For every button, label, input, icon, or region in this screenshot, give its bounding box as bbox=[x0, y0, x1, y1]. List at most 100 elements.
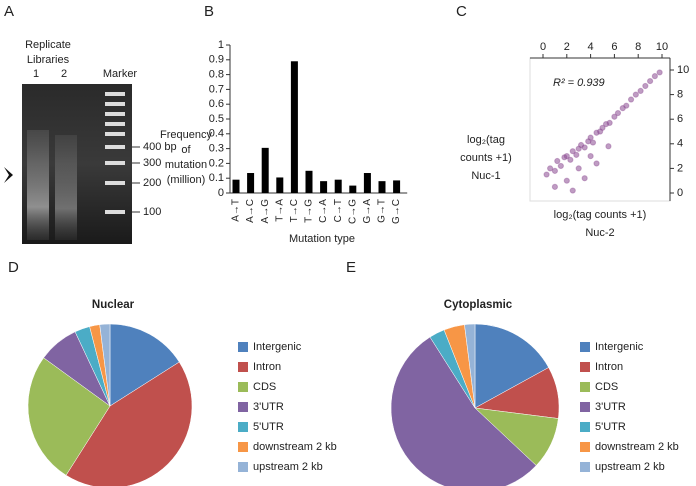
x-tick-label: A→T bbox=[231, 199, 242, 222]
legend-label: 5'UTR bbox=[595, 421, 626, 433]
point bbox=[567, 156, 574, 163]
point bbox=[569, 148, 576, 155]
legend-label: 3'UTR bbox=[253, 401, 284, 413]
legend-label: Intron bbox=[595, 361, 623, 373]
point bbox=[557, 162, 564, 170]
size-label: 400 bp bbox=[143, 141, 177, 153]
gel-smear bbox=[27, 130, 49, 240]
legend-swatch bbox=[238, 382, 248, 392]
legend-swatch bbox=[580, 342, 590, 352]
pie-slice bbox=[27, 357, 111, 476]
size-ticks bbox=[132, 146, 140, 213]
legend-swatch bbox=[580, 402, 590, 412]
legend-label: 3'UTR bbox=[595, 401, 626, 413]
x-tick-label: 0 bbox=[540, 41, 546, 53]
legend-label: Intergenic bbox=[595, 341, 644, 353]
point bbox=[589, 139, 597, 146]
x-tick-label: A→G bbox=[260, 199, 271, 224]
x-tick-label: C→G bbox=[347, 199, 358, 224]
bar bbox=[290, 61, 298, 193]
legend-swatch bbox=[580, 422, 590, 432]
point bbox=[563, 153, 570, 160]
y-tick-label: 10 bbox=[677, 64, 689, 76]
x-tick-label: G→A bbox=[362, 199, 373, 224]
gel-header: Replicate bbox=[25, 39, 71, 51]
lane-label: Marker bbox=[103, 68, 138, 80]
x-label: log₂(tag counts +1) bbox=[554, 209, 647, 221]
legend-swatch bbox=[238, 442, 248, 452]
x-tick-label: 8 bbox=[635, 41, 641, 53]
legend-label: CDS bbox=[253, 381, 276, 393]
point bbox=[575, 165, 582, 172]
legend-label: CDS bbox=[595, 381, 618, 393]
bar bbox=[276, 177, 284, 193]
point bbox=[599, 124, 606, 131]
lane-label: 1 bbox=[33, 68, 39, 80]
annotation: R² = 0.939 bbox=[553, 77, 605, 89]
lane-label: 2 bbox=[61, 68, 67, 80]
legend-swatch bbox=[580, 362, 590, 372]
panel-label: D bbox=[8, 259, 19, 276]
point bbox=[637, 87, 644, 95]
pie-slice bbox=[109, 323, 180, 407]
x-tick-label: T→A bbox=[274, 199, 285, 222]
gel-smear bbox=[55, 135, 77, 240]
legend-label: upstream 2 kb bbox=[595, 461, 665, 473]
x-tick-label: T→G bbox=[304, 199, 315, 223]
pie-slice bbox=[99, 323, 111, 407]
point bbox=[656, 69, 663, 76]
legend-swatch bbox=[238, 342, 248, 352]
bar bbox=[378, 181, 386, 193]
y-label: mutation bbox=[165, 159, 207, 171]
y-tick-label: 0.5 bbox=[209, 113, 224, 125]
legend-swatch bbox=[238, 422, 248, 432]
bar bbox=[232, 179, 240, 193]
y-tick-label: 0.8 bbox=[209, 69, 224, 81]
point bbox=[581, 144, 588, 151]
y-tick-label: 6 bbox=[677, 113, 683, 125]
pie-slice bbox=[390, 336, 537, 486]
point bbox=[587, 153, 594, 160]
y-tick-label: 0.7 bbox=[209, 83, 224, 95]
y-tick-label: 8 bbox=[677, 89, 683, 101]
point bbox=[547, 165, 554, 172]
size-label: 300 bbox=[143, 157, 161, 169]
point bbox=[573, 151, 580, 158]
y-label: Frequency bbox=[160, 129, 212, 141]
legend-swatch bbox=[238, 402, 248, 412]
point bbox=[543, 171, 550, 178]
y-label: Nuc-1 bbox=[471, 170, 500, 182]
point bbox=[605, 143, 612, 150]
legend-label: Intron bbox=[253, 361, 281, 373]
bar bbox=[349, 185, 357, 193]
y-tick-label: 0.9 bbox=[209, 54, 224, 66]
x-tick-label: 4 bbox=[588, 41, 594, 53]
legend-swatch bbox=[238, 462, 248, 472]
point bbox=[593, 160, 600, 167]
y-tick-label: 4 bbox=[677, 138, 683, 150]
x-tick-label: 6 bbox=[611, 41, 617, 53]
gel-header: Libraries bbox=[27, 54, 70, 66]
legend-swatch bbox=[580, 442, 590, 452]
legend-swatch bbox=[580, 382, 590, 392]
bar bbox=[305, 170, 313, 193]
point bbox=[611, 113, 618, 120]
size-label: 200 bbox=[143, 177, 161, 189]
y-tick-label: 0.4 bbox=[209, 128, 224, 140]
point bbox=[597, 128, 604, 135]
y-tick-label: 0.6 bbox=[209, 98, 224, 110]
y-tick-label: 0.3 bbox=[209, 143, 224, 155]
pie-title: Cytoplasmic bbox=[444, 299, 513, 311]
point bbox=[575, 145, 582, 152]
bar bbox=[261, 147, 269, 193]
legend-label: upstream 2 kb bbox=[253, 461, 323, 473]
point bbox=[563, 177, 570, 184]
y-tick-label: 0.1 bbox=[209, 172, 224, 184]
pie-slice bbox=[474, 323, 549, 409]
legend-label: downstream 2 kb bbox=[595, 441, 679, 453]
panel-label: C bbox=[456, 3, 467, 20]
point bbox=[651, 73, 658, 80]
y-tick-label: 0 bbox=[218, 187, 224, 199]
point bbox=[581, 175, 588, 182]
